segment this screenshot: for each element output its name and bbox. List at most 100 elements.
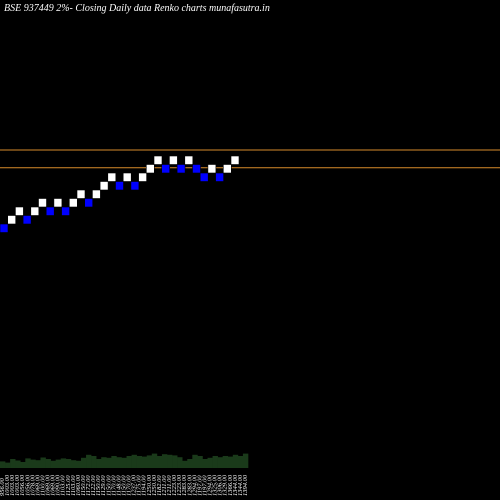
volume-label: 1197.00 bbox=[196, 475, 203, 496]
volume-bar bbox=[237, 456, 244, 468]
volume-label: 1237.00 bbox=[131, 474, 138, 496]
volume-bar bbox=[232, 454, 239, 468]
volume-bar bbox=[20, 462, 26, 468]
volume-bar bbox=[227, 456, 234, 468]
volume-bar bbox=[187, 459, 193, 468]
reference-lines bbox=[0, 149, 500, 169]
renko-brick bbox=[122, 172, 132, 182]
renko-brick bbox=[169, 155, 178, 165]
volume-bar bbox=[70, 460, 77, 468]
volume-label: 1366.00 bbox=[227, 474, 234, 496]
volume-bar bbox=[60, 458, 67, 468]
volume-label: 1103.00 bbox=[70, 475, 77, 496]
renko-brick bbox=[130, 181, 140, 191]
renko-brick bbox=[69, 198, 78, 208]
volume-bar bbox=[151, 453, 158, 468]
volume-bar bbox=[242, 453, 249, 468]
renko-brick bbox=[161, 164, 170, 174]
volume-bar bbox=[172, 455, 178, 468]
volume-bar bbox=[217, 457, 223, 468]
volume-label: 1211.00 bbox=[166, 475, 173, 496]
volume-bar bbox=[10, 459, 16, 468]
volume-label: 1283.00 bbox=[186, 474, 193, 496]
volume-label: 1194.00 bbox=[141, 475, 148, 496]
volume-bar bbox=[80, 457, 87, 468]
volume-label: 1100.00 bbox=[39, 475, 46, 496]
volume-bar bbox=[121, 457, 127, 468]
volume-bar bbox=[91, 456, 97, 468]
volume-bar bbox=[116, 457, 122, 468]
renko-brick bbox=[92, 189, 101, 199]
volume-bar bbox=[45, 459, 51, 468]
volume-labels: 956.001003.001003.001003.001056.001056.0… bbox=[0, 474, 249, 496]
renko-bricks bbox=[0, 155, 240, 233]
volume-label: 1150.00 bbox=[105, 475, 112, 496]
renko-brick bbox=[22, 215, 32, 225]
volume-bar bbox=[212, 456, 218, 468]
volume-label: 956.00 bbox=[0, 477, 6, 496]
volume-label: 1129.00 bbox=[100, 475, 107, 496]
volume-label: 1003.00 bbox=[9, 474, 16, 496]
volume-label: 1003.00 bbox=[4, 474, 11, 496]
volume-label: 1078.00 bbox=[29, 474, 36, 496]
volume-bar bbox=[40, 457, 46, 468]
volume-bar bbox=[202, 459, 208, 468]
volume-bar bbox=[101, 457, 107, 468]
renko-brick bbox=[15, 206, 24, 216]
volume-bar bbox=[136, 456, 143, 468]
renko-brick bbox=[146, 164, 155, 174]
volume-bar bbox=[161, 454, 168, 468]
volume-label: 1223.00 bbox=[176, 474, 183, 496]
volume-label: 1003.00 bbox=[14, 474, 21, 496]
renko-brick bbox=[38, 198, 47, 208]
volume-label: 1125.00 bbox=[65, 475, 72, 496]
volume-label: 1182.00 bbox=[156, 475, 163, 496]
chart-title: BSE 937449 2%- Closing Daily data Renko … bbox=[4, 3, 270, 14]
volume-area bbox=[0, 453, 249, 468]
volume-label: 1150.00 bbox=[120, 475, 127, 496]
volume-bar bbox=[177, 457, 183, 468]
renko-brick bbox=[45, 206, 55, 216]
renko-brick bbox=[84, 198, 93, 208]
volume-label: 1306.00 bbox=[217, 474, 224, 496]
volume-bar bbox=[131, 454, 137, 468]
volume-label: 1069.00 bbox=[50, 474, 57, 496]
renko-brick bbox=[99, 181, 109, 191]
renko-brick bbox=[76, 189, 86, 199]
volume-label: 1394.00 bbox=[242, 474, 249, 496]
volume-bar bbox=[111, 456, 117, 468]
volume-bar bbox=[207, 457, 213, 468]
volume-bar bbox=[167, 454, 173, 468]
renko-brick bbox=[61, 206, 70, 216]
renko-brick bbox=[192, 164, 201, 174]
volume-bar bbox=[156, 456, 163, 468]
volume-label: 1150.00 bbox=[95, 475, 102, 496]
volume-bar bbox=[65, 459, 72, 468]
renko-brick bbox=[230, 155, 240, 165]
volume-bar bbox=[96, 459, 102, 468]
volume-bar bbox=[106, 457, 112, 468]
volume-label: 1103.00 bbox=[60, 475, 67, 496]
volume-label: 1325.00 bbox=[212, 474, 219, 496]
volume-label: 1056.00 bbox=[19, 474, 26, 496]
volume-label: 1060.00 bbox=[75, 474, 82, 496]
volume-label: 1172.00 bbox=[85, 475, 92, 496]
volume-bar bbox=[146, 455, 153, 468]
volume-label: 1294.00 bbox=[191, 474, 198, 496]
volume-bar bbox=[0, 461, 6, 468]
volume-label: 1148.00 bbox=[115, 475, 122, 496]
volume-label: 1122.00 bbox=[90, 475, 97, 496]
renko-brick bbox=[115, 181, 124, 191]
renko-brick bbox=[153, 155, 163, 165]
volume-bar bbox=[126, 456, 132, 468]
volume-bar bbox=[182, 460, 188, 468]
renko-brick bbox=[107, 172, 117, 182]
volume-label: 1344.00 bbox=[232, 474, 239, 496]
volume-bar bbox=[15, 460, 21, 468]
volume-label: 1211.00 bbox=[161, 475, 168, 496]
renko-brick bbox=[138, 172, 147, 182]
volume-bar bbox=[30, 459, 36, 468]
renko-brick bbox=[53, 198, 63, 208]
volume-label: 1090.00 bbox=[55, 474, 62, 496]
